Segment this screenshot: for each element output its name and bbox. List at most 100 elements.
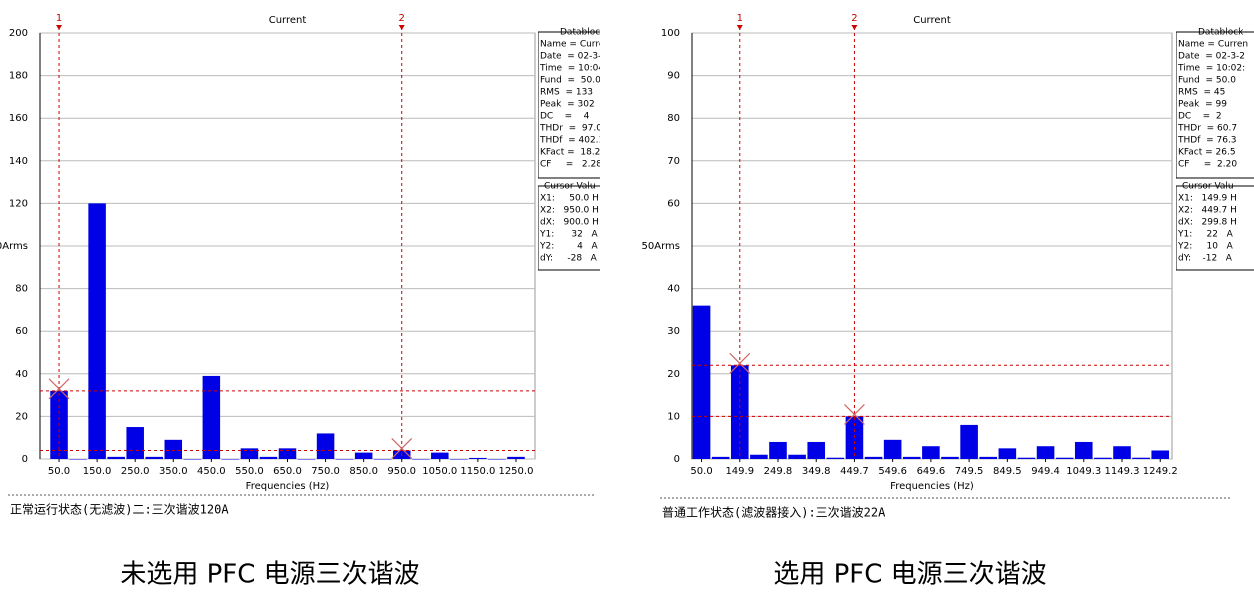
bar [431, 452, 449, 459]
y-tick-label: 30 [667, 326, 680, 337]
cursor-arrow [56, 25, 63, 30]
cursor-values-title: Cursor Valu [1182, 182, 1234, 192]
y-tick-label: 80 [15, 284, 28, 295]
cursor-label: 1 [737, 13, 743, 24]
x-tick-label: 849.5 [993, 466, 1022, 477]
bar [373, 459, 392, 460]
x-tick-label: 1249.2 [1143, 466, 1178, 477]
cursor-value-line: Y1: 32 A [539, 230, 598, 240]
cursor-value-line: dY: -12 A [1178, 254, 1233, 264]
bar [297, 459, 316, 460]
x-tick-label: 749.5 [955, 466, 984, 477]
cursor-value-line: dX: 299.8 H [1178, 218, 1237, 228]
y-tick-label: 60 [667, 198, 680, 209]
cursor-marker [729, 352, 751, 374]
bar [488, 459, 506, 460]
bar [88, 203, 106, 459]
bar [183, 459, 202, 460]
cursor-arrow [398, 25, 405, 30]
x-axis-label: Frequencies (Hz) [246, 481, 330, 492]
y-tick-label: 140 [9, 156, 28, 167]
bar [826, 457, 845, 459]
x-tick-label: 150.0 [83, 466, 112, 477]
datablock-box [1176, 31, 1254, 179]
y-tick-label: 40 [15, 369, 28, 380]
bar [750, 454, 768, 459]
chart-title: Current [913, 15, 951, 26]
datablock-line: Time = 10:02: [1177, 64, 1245, 74]
datablock-line: Date = 02-3-2 [1178, 52, 1245, 62]
x-axis-label: Frequencies (Hz) [890, 481, 974, 492]
bar [145, 456, 163, 459]
cursor-value-line: X2: 950.0 H [540, 206, 599, 216]
bar [354, 452, 373, 459]
datablock-line: Fund = 50.0 [540, 76, 601, 86]
cursor-value-line: dY: -28 A [540, 254, 598, 264]
bar [1151, 450, 1170, 459]
bar [883, 439, 902, 459]
datablock-line: Date = 02-3-2 [540, 52, 607, 62]
y-tick-label: 100 [661, 28, 680, 39]
cursor-value-line: X2: 449.7 H [1178, 206, 1237, 216]
y-tick-label: 50Arms [642, 241, 680, 252]
datablock-line: CF = 2.28 [540, 160, 602, 170]
caption: 未选用 PFC 电源三次谐波 [120, 560, 419, 590]
bar [1094, 457, 1112, 459]
cursor-value-line: Y2: 10 A [1177, 242, 1234, 252]
cursor-value-line: X1: 50.0 H [540, 194, 599, 204]
cursor-label: 2 [399, 13, 405, 24]
y-tick-label: 100Arms [0, 241, 28, 252]
cursor-marker [48, 378, 70, 400]
y-tick-label: 120 [9, 198, 28, 209]
bar [998, 448, 1017, 459]
y-tick-label: 160 [9, 113, 28, 124]
y-tick-label: 40 [667, 284, 680, 295]
cursor-box [1176, 185, 1254, 271]
bar [692, 305, 711, 459]
x-tick-label: 149.9 [725, 466, 754, 477]
x-tick-label: 650.0 [273, 466, 302, 477]
x-tick-label: 250.0 [121, 466, 150, 477]
bar [769, 441, 787, 459]
datablock-line: RMS = 133 [540, 88, 593, 98]
datablock-line: KFact = 26.5 [1178, 148, 1236, 158]
datablock-title: Datablock [560, 28, 606, 38]
cursor-marker [391, 438, 413, 459]
x-tick-label: 50.0 [48, 466, 70, 477]
datablock-line: THDf = 76.3 [1177, 136, 1237, 146]
bar [240, 448, 259, 459]
y-tick-label: 0 [22, 454, 28, 465]
x-tick-label: 950.0 [387, 466, 416, 477]
x-tick-label: 249.8 [764, 466, 793, 477]
cursor-value-line: X1: 149.9 H [1178, 194, 1237, 204]
y-tick-label: 80 [667, 113, 680, 124]
datablock-line: Fund = 50.0 [1178, 76, 1236, 86]
bar [979, 456, 998, 459]
datablock-line: THDr = 97.0 [539, 124, 602, 134]
x-tick-label: 1150.0 [460, 466, 495, 477]
x-tick-label: 1149.3 [1105, 466, 1140, 477]
bar [922, 446, 940, 459]
y-tick-label: 60 [15, 326, 28, 337]
datablock-line: Name = Curren [1178, 40, 1248, 50]
bar [807, 441, 826, 459]
x-tick-label: 550.0 [235, 466, 264, 477]
cursor-marker [844, 403, 865, 425]
x-tick-label: 1049.3 [1066, 466, 1101, 477]
bar [450, 459, 468, 460]
x-tick-label: 649.6 [917, 466, 946, 477]
bar [1132, 457, 1150, 459]
datablock-line: Name = Curren [540, 40, 610, 50]
bar [469, 457, 487, 459]
bar [1036, 446, 1055, 459]
cursor-arrow [851, 25, 858, 30]
annotation: 正常运行状态(无滤波)二:三次谐波120A [10, 503, 229, 517]
datablock-line: DC = 4 [540, 112, 590, 122]
y-tick-label: 70 [667, 156, 680, 167]
x-tick-label: 50.0 [690, 466, 712, 477]
x-tick-label: 1050.0 [422, 466, 457, 477]
x-tick-label: 949.4 [1031, 466, 1060, 477]
cursor-value-line: Y1: 22 A [1177, 230, 1234, 240]
bar [69, 459, 87, 460]
